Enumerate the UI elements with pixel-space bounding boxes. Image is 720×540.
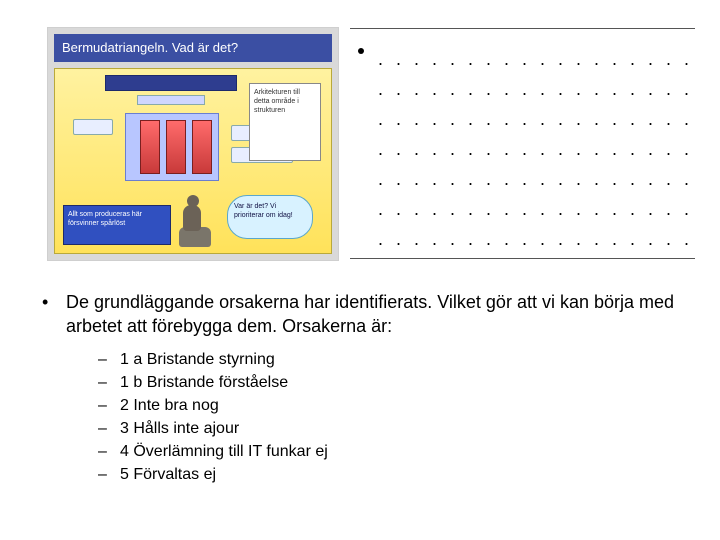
thumbnail-bottom-left-box: Allt som produceras här försvinner spårl…	[63, 205, 171, 245]
cause-item: 1 b Bristande förståelse	[98, 371, 690, 394]
cause-item: 4 Överlämning till IT funkar ej	[98, 440, 690, 463]
thumbnail-thought-cloud: Var är det? Vi prioriterar om idag!	[227, 195, 313, 239]
thumbnail-body: Arkitekturen till detta område i struktu…	[54, 68, 332, 254]
notes-dotted-line: . . . . . . . . . . . . . . . . . . . . …	[378, 194, 688, 224]
notes-bottom-rule	[350, 258, 695, 259]
cause-item: 2 Inte bra nog	[98, 394, 690, 417]
intro-bullet: De grundläggande orsakerna har identifie…	[36, 290, 690, 486]
thumbnail-title: Bermudatriangeln. Vad är det?	[54, 34, 332, 62]
slide: Bermudatriangeln. Vad är det? Arkitektur…	[0, 0, 720, 540]
embedded-slide-thumbnail: Bermudatriangeln. Vad är det? Arkitektur…	[48, 28, 338, 260]
causes-list: 1 a Bristande styrning1 b Bristande förs…	[66, 348, 690, 486]
thumbnail-top-box	[105, 75, 237, 91]
notes-dotted-line: . . . . . . . . . . . . . . . . . . . . …	[378, 104, 688, 134]
thumbnail-callout: Arkitekturen till detta område i struktu…	[249, 83, 321, 161]
notes-dotted-line: . . . . . . . . . . . . . . . . . . . . …	[378, 224, 688, 254]
intro-text: De grundläggande orsakerna har identifie…	[66, 292, 674, 336]
notes-dotted-line: . . . . . . . . . . . . . . . . . . . . …	[378, 44, 688, 74]
notes-dotted-line: . . . . . . . . . . . . . . . . . . . . …	[378, 134, 688, 164]
cause-item: 1 a Bristande styrning	[98, 348, 690, 371]
thumbnail-sub-bar	[137, 95, 205, 105]
notes-dotted-line: . . . . . . . . . . . . . . . . . . . . …	[378, 74, 688, 104]
cause-item: 5 Förvaltas ej	[98, 463, 690, 486]
cause-item: 3 Hålls inte ajour	[98, 417, 690, 440]
notes-dotted-line: . . . . . . . . . . . . . . . . . . . . …	[378, 164, 688, 194]
thumbnail-pill-left	[73, 119, 113, 135]
notes-bullet-icon	[358, 48, 364, 54]
thumbnail-stack-bar	[192, 120, 212, 174]
main-content: De grundläggande orsakerna har identifie…	[36, 290, 690, 486]
thumbnail-stack	[125, 113, 219, 181]
notes-lines: . . . . . . . . . . . . . . . . . . . . …	[378, 44, 688, 254]
notes-top-rule	[350, 28, 695, 29]
thumbnail-thinker-figure	[175, 191, 215, 247]
bullet-list-level1: De grundläggande orsakerna har identifie…	[36, 290, 690, 486]
